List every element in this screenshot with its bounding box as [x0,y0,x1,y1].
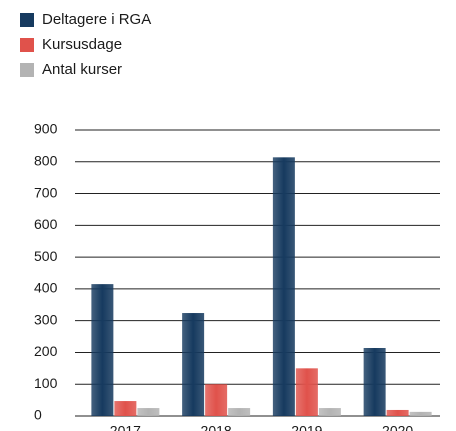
y-tick-label: 600 [34,216,58,232]
legend-swatch [20,63,34,77]
bar [137,408,160,416]
bar [386,409,409,416]
y-tick-label: 400 [34,280,58,296]
bar [182,313,205,416]
y-tick-label: 500 [34,248,58,264]
legend-swatch [20,13,34,27]
bar [272,157,295,416]
y-tick-label: 800 [34,152,58,168]
bar [295,368,318,416]
y-tick-label: 700 [34,184,58,200]
legend-swatch [20,38,34,52]
bar [205,384,228,416]
x-tick-label: 2020 [382,423,413,431]
x-tick-label: 2017 [110,423,141,431]
legend-label: Kursusdage [42,36,122,53]
x-tick-label: 2019 [291,423,322,431]
bar [409,411,432,416]
legend-label: Antal kurser [42,61,122,78]
y-tick-label: 0 [34,407,42,423]
y-tick-label: 300 [34,311,58,327]
bar [318,408,341,416]
y-tick-label: 900 [34,121,58,137]
legend-label: Deltagere i RGA [42,11,151,28]
bar [228,408,251,416]
bar [114,401,137,416]
x-tick-label: 2018 [201,423,232,431]
bar [91,284,114,416]
y-tick-label: 100 [34,375,58,391]
y-tick-label: 200 [34,343,58,359]
bar [363,347,386,416]
